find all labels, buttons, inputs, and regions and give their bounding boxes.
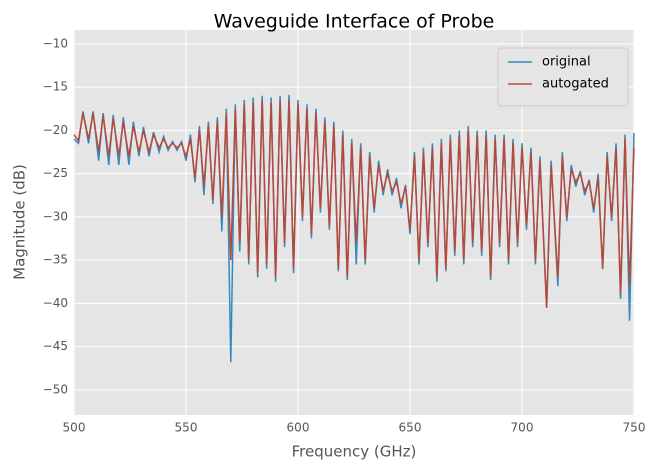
- chart-title: Waveguide Interface of Probe: [214, 11, 495, 33]
- y-tick-label: −40: [43, 296, 68, 310]
- line: [73, 100, 635, 308]
- legend-label: autogated: [542, 77, 609, 92]
- x-tick-label: 700: [511, 421, 534, 435]
- y-tick-label: −15: [43, 80, 68, 94]
- legend-label: original: [542, 55, 591, 70]
- y-tick-label: −20: [43, 123, 68, 137]
- y-tick-label: −45: [43, 339, 68, 353]
- x-axis-label: Frequency (GHz): [292, 443, 417, 461]
- y-tick-label: −50: [43, 382, 68, 396]
- x-tick-label: 500: [63, 421, 86, 435]
- y-tick-label: −10: [43, 36, 68, 50]
- x-tick-label: 550: [175, 421, 198, 435]
- x-tick-label: 600: [287, 421, 310, 435]
- y-tick-label: −25: [43, 166, 68, 180]
- y-axis-label: Magnitude (dB): [11, 164, 29, 280]
- y-tick-label: −30: [43, 209, 68, 223]
- y-tick-label: −35: [43, 253, 68, 267]
- x-tick-label: 650: [399, 421, 422, 435]
- x-tick-label: 750: [623, 421, 646, 435]
